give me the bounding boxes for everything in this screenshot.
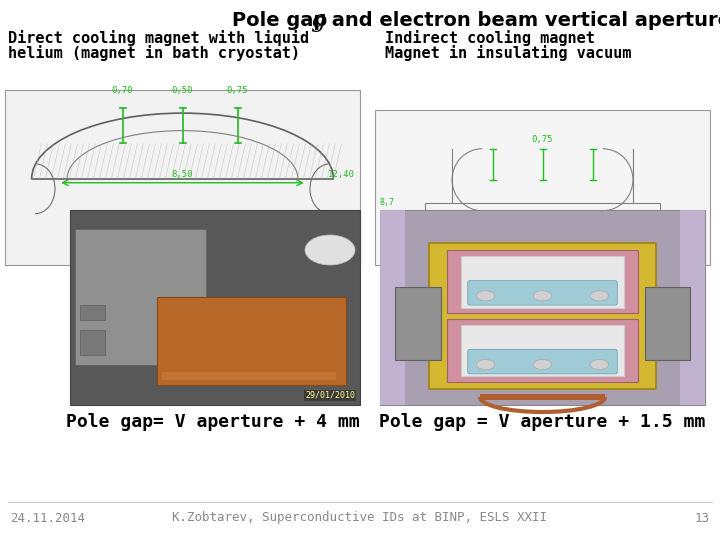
Bar (447, 319, 638, 382)
Text: 0,75: 0,75 (532, 135, 553, 144)
Bar (428, 243, 656, 389)
Text: 0,75: 0,75 (227, 86, 248, 95)
Text: K.Zobtarev, Superconductive IDs at BINP, ESLS XXII: K.Zobtarev, Superconductive IDs at BINP,… (173, 511, 547, 524)
Bar (380, 210, 405, 405)
FancyBboxPatch shape (468, 349, 617, 374)
Ellipse shape (477, 291, 495, 301)
Text: 0,50: 0,50 (172, 86, 193, 95)
Ellipse shape (590, 360, 608, 370)
Ellipse shape (534, 291, 552, 301)
Bar (162, 372, 336, 380)
Bar (644, 287, 690, 360)
Bar (680, 210, 705, 405)
Text: Pole gap = V aperture + 1.5 mm: Pole gap = V aperture + 1.5 mm (379, 413, 706, 431)
Bar (447, 251, 638, 313)
FancyBboxPatch shape (468, 281, 617, 305)
Text: 24.11.2014: 24.11.2014 (10, 511, 85, 524)
Bar (395, 287, 441, 360)
Text: helium (magnet in bath cryostat): helium (magnet in bath cryostat) (8, 45, 300, 61)
Text: Pole gap= V aperture + 4 mm: Pole gap= V aperture + 4 mm (66, 413, 359, 431)
Ellipse shape (477, 360, 495, 370)
Text: 8,7: 8,7 (380, 199, 395, 207)
Text: Direct cooling magnet with liquid: Direct cooling magnet with liquid (8, 30, 309, 46)
Text: 13: 13 (695, 511, 710, 524)
Bar (75, 228, 205, 365)
Bar (461, 325, 624, 376)
Ellipse shape (534, 360, 552, 370)
Bar (461, 256, 624, 307)
Bar (157, 297, 346, 385)
Text: Indirect cooling magnet: Indirect cooling magnet (385, 30, 595, 46)
Text: Magnet in insulating vacuum: Magnet in insulating vacuum (385, 45, 631, 61)
Text: 8,50: 8,50 (172, 170, 193, 179)
Text: and electron beam vertical aperture: and electron beam vertical aperture (325, 10, 720, 30)
Bar (70, 210, 360, 405)
Bar (5, 90, 360, 265)
Text: Pole gap: Pole gap (232, 10, 334, 30)
Ellipse shape (590, 291, 608, 301)
Bar (426, 203, 660, 242)
Text: 29/01/2010: 29/01/2010 (305, 391, 355, 400)
Text: g: g (310, 9, 325, 31)
Text: 12,40: 12,40 (380, 222, 405, 231)
Ellipse shape (305, 235, 355, 265)
Text: 12,40: 12,40 (328, 170, 355, 179)
Bar (80, 305, 105, 320)
Bar (380, 210, 705, 405)
Bar (480, 394, 605, 400)
Bar (375, 110, 710, 265)
Text: 0,70: 0,70 (112, 86, 133, 95)
Bar (80, 330, 105, 355)
